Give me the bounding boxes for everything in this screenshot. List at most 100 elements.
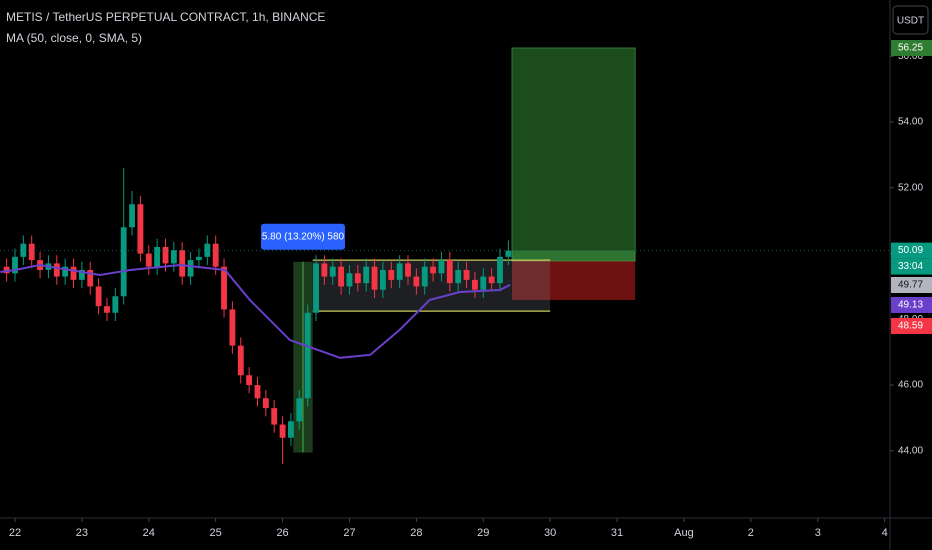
x-tick-label: 23 — [76, 527, 88, 539]
candle-body — [405, 263, 411, 277]
candle-body — [262, 398, 269, 409]
candle-body — [53, 263, 60, 277]
candle-body — [321, 263, 328, 277]
candle-body — [363, 266, 370, 284]
x-tick-label: Aug — [674, 527, 694, 539]
countdown-label-bg — [891, 258, 932, 275]
candle-body — [20, 243, 27, 257]
target-label-bg — [891, 40, 932, 57]
candle-body — [304, 312, 311, 399]
candle-body — [463, 269, 470, 280]
candle-body — [145, 253, 152, 267]
entry-label: 49.77 — [898, 280, 923, 291]
measure-label-box — [260, 223, 345, 250]
candle-body — [196, 256, 202, 261]
candle-body — [497, 256, 503, 284]
candle-body — [229, 309, 236, 346]
stop-label: 48.59 — [898, 321, 923, 332]
position-profit — [511, 47, 636, 262]
candle-body — [12, 256, 18, 274]
y-tick-label: 46.00 — [898, 380, 923, 391]
candle-body — [338, 266, 345, 287]
candle-body — [212, 243, 219, 267]
y-tick-label: 54.00 — [898, 117, 923, 128]
candle-body — [480, 276, 487, 290]
entry-label-bg — [891, 277, 932, 293]
last-price-label: 50.09 — [898, 245, 923, 256]
candle-body — [296, 398, 303, 422]
candle-body — [221, 266, 227, 310]
x-tick-label: 27 — [343, 527, 355, 539]
plot — [0, 47, 890, 465]
candle-body — [70, 266, 77, 280]
position-current — [512, 250, 636, 262]
candle-body — [379, 269, 386, 290]
x-tick-label: 22 — [9, 527, 21, 539]
candle-body — [271, 408, 278, 425]
candle-body — [254, 385, 261, 399]
measure-label: 5.80 (13.20%) 580 — [262, 231, 345, 242]
candle-body — [505, 250, 512, 257]
candle-body — [179, 250, 186, 277]
x-tick-label: 30 — [544, 527, 556, 539]
candle-body — [162, 246, 169, 264]
x-tick-label: 26 — [276, 527, 288, 539]
x-tick-label: 29 — [477, 527, 489, 539]
candle-body — [154, 246, 161, 267]
candle-body — [129, 204, 135, 228]
candle-body — [95, 286, 102, 307]
candle-body — [78, 269, 85, 280]
candle-body — [246, 375, 253, 386]
candle-body — [488, 276, 495, 284]
currency-button[interactable] — [892, 5, 929, 35]
y-tick-label: 56.00 — [898, 51, 923, 62]
y-tick-label: 52.00 — [898, 182, 923, 193]
ma-line — [0, 264, 511, 359]
candle-body — [388, 269, 395, 280]
candle-body — [438, 260, 445, 274]
candle-body — [421, 266, 428, 287]
position-loss — [512, 261, 636, 300]
candle-body — [471, 279, 478, 290]
y-tick-label: 44.00 — [898, 446, 923, 457]
last-price-label-bg — [891, 242, 932, 259]
candle-body — [3, 266, 10, 274]
candle-body — [413, 276, 420, 287]
chart-title: METIS / TetherUS PERPETUAL CONTRACT, 1h,… — [6, 10, 325, 24]
candle-body — [371, 266, 378, 290]
x-tick-label: 31 — [611, 527, 623, 539]
x-tick-label: 25 — [210, 527, 222, 539]
x-tick-label: 28 — [410, 527, 422, 539]
candle-body — [396, 263, 403, 280]
ma-last-label: 49.13 — [898, 300, 923, 311]
candle-body — [137, 204, 144, 254]
currency-button-label[interactable]: USDT — [897, 16, 924, 27]
indicator-label: MA (50, close, 0, SMA, 5) — [6, 31, 142, 45]
candle-body — [430, 266, 437, 274]
x-tick-label: 4 — [882, 527, 888, 539]
candle-body — [288, 421, 294, 438]
candle-body — [170, 250, 177, 264]
target-label: 56.25 — [898, 43, 923, 54]
candle-body — [104, 306, 110, 313]
candle-body — [329, 266, 336, 277]
candle-body — [204, 243, 211, 257]
stop-label-bg — [891, 318, 932, 334]
x-tick-label: 24 — [143, 527, 155, 539]
candle-body — [346, 273, 353, 287]
x-tick-label: 3 — [815, 527, 821, 539]
candle-body — [187, 260, 194, 277]
x-tick-label: 2 — [748, 527, 754, 539]
candle-body — [354, 273, 361, 284]
candle-body — [112, 296, 119, 313]
candle-body — [28, 243, 35, 261]
candle-body — [237, 345, 244, 376]
candle-body — [455, 269, 462, 284]
candle-body — [87, 269, 94, 287]
candle-body — [446, 260, 453, 284]
candle-body — [279, 424, 286, 438]
ma-last-label-bg — [891, 297, 932, 313]
candle-body — [62, 266, 69, 277]
